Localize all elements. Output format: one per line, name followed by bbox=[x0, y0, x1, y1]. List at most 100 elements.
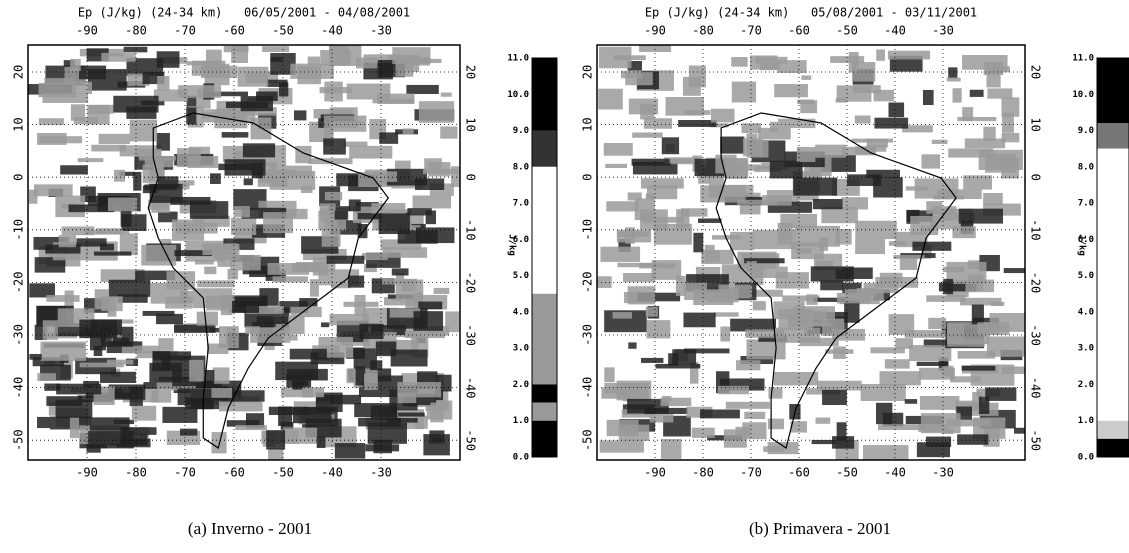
map-shading bbox=[126, 58, 164, 76]
map-shading bbox=[841, 197, 869, 210]
map-shading bbox=[847, 174, 882, 186]
caption: (a) Inverno - 2001 bbox=[188, 519, 312, 538]
colorbar-band bbox=[532, 384, 557, 403]
map-shading bbox=[56, 383, 102, 395]
map-shading bbox=[320, 49, 351, 66]
map-shading bbox=[946, 77, 961, 82]
map-shading bbox=[371, 203, 406, 214]
map-shading bbox=[867, 144, 887, 152]
map-shading bbox=[634, 198, 655, 221]
map-shading bbox=[380, 239, 422, 250]
lat-tick-label: 20 bbox=[1029, 65, 1043, 79]
map-shading bbox=[307, 56, 320, 65]
map-shading bbox=[893, 254, 925, 260]
map-shading bbox=[862, 445, 909, 460]
map-shading bbox=[383, 297, 423, 306]
lon-tick-label: -90 bbox=[76, 24, 98, 38]
map-shading bbox=[355, 366, 366, 386]
map-shading bbox=[196, 311, 218, 326]
map-shading bbox=[153, 351, 192, 361]
map-shading bbox=[665, 97, 704, 116]
lat-tick-label: 10 bbox=[581, 117, 595, 131]
map-shading bbox=[688, 65, 706, 88]
map-shading bbox=[324, 191, 343, 201]
map-shading bbox=[904, 399, 918, 404]
map-shading bbox=[948, 67, 958, 79]
map-shading bbox=[242, 143, 276, 158]
coastline bbox=[715, 112, 957, 449]
map-shading bbox=[252, 321, 276, 328]
map-shading bbox=[961, 365, 996, 371]
map-shading bbox=[355, 57, 378, 69]
map-shading bbox=[916, 361, 949, 366]
map-shading bbox=[100, 371, 136, 383]
map-shading bbox=[598, 88, 623, 110]
map-shading bbox=[948, 148, 994, 158]
map-shading bbox=[79, 362, 124, 368]
map-shading bbox=[46, 396, 83, 406]
map-shading bbox=[186, 95, 197, 109]
map-shading bbox=[879, 272, 903, 283]
map-shading bbox=[774, 84, 808, 98]
map-shading bbox=[362, 253, 388, 261]
map-shading bbox=[233, 189, 267, 210]
map-shading bbox=[141, 244, 177, 266]
map-shading bbox=[265, 270, 286, 281]
lon-tick-label: -90 bbox=[644, 466, 666, 480]
lon-tick-label: -60 bbox=[223, 466, 245, 480]
map-shading bbox=[299, 298, 318, 307]
map-shading bbox=[1014, 427, 1025, 434]
map-shading bbox=[854, 115, 871, 124]
map-shading bbox=[289, 334, 298, 341]
map-shading bbox=[833, 346, 846, 359]
map-shading bbox=[301, 387, 314, 398]
map-shading bbox=[93, 251, 132, 256]
map-shading bbox=[349, 145, 393, 159]
map-shading bbox=[162, 406, 198, 423]
map-shading bbox=[969, 89, 984, 97]
map-shading bbox=[375, 341, 397, 357]
map-shading bbox=[126, 106, 157, 119]
colorbar-tick-label: 3.0 bbox=[1078, 344, 1094, 354]
map-shading bbox=[204, 266, 217, 275]
map-shading bbox=[983, 126, 996, 141]
map-shading bbox=[983, 192, 1003, 206]
map-shading bbox=[326, 255, 365, 264]
map-shading bbox=[986, 336, 1025, 357]
map-shading bbox=[391, 268, 409, 276]
map-shading bbox=[641, 216, 685, 223]
map-shading bbox=[390, 349, 428, 367]
map-shading bbox=[100, 269, 145, 282]
map-shading bbox=[660, 397, 692, 407]
lon-tick-label: -60 bbox=[788, 24, 810, 38]
map-shading bbox=[134, 148, 162, 157]
colorbar-tick-label: 4.0 bbox=[1078, 307, 1094, 317]
map-shading bbox=[218, 326, 239, 349]
lon-tick-label: -30 bbox=[370, 24, 392, 38]
colorbar-tick-label: 10.0 bbox=[1072, 90, 1094, 100]
lat-tick-label: -40 bbox=[464, 377, 478, 399]
map-shading bbox=[121, 214, 147, 232]
lat-tick-label: 20 bbox=[581, 65, 595, 79]
colorbar-tick-label: 5.0 bbox=[513, 271, 529, 281]
colorbar-tick-label: 0.0 bbox=[1078, 453, 1094, 463]
map-shading bbox=[797, 99, 814, 105]
map-shading bbox=[28, 189, 38, 204]
map-shading bbox=[888, 241, 907, 246]
map-shading bbox=[831, 328, 866, 341]
map-shading bbox=[709, 123, 729, 128]
lon-tick-label: -30 bbox=[370, 466, 392, 480]
map-shading bbox=[990, 301, 1005, 306]
map-shading bbox=[177, 148, 201, 168]
map-shading bbox=[943, 278, 954, 295]
map-shading bbox=[909, 345, 952, 362]
map-shading bbox=[98, 133, 130, 145]
map-shading bbox=[177, 388, 212, 406]
map-shading bbox=[744, 411, 766, 419]
map-shading bbox=[413, 311, 444, 331]
map-shading bbox=[777, 60, 807, 74]
map-shading bbox=[812, 198, 843, 210]
colorbar-tick-label: 7.0 bbox=[1078, 199, 1094, 209]
map-shading bbox=[686, 406, 713, 418]
